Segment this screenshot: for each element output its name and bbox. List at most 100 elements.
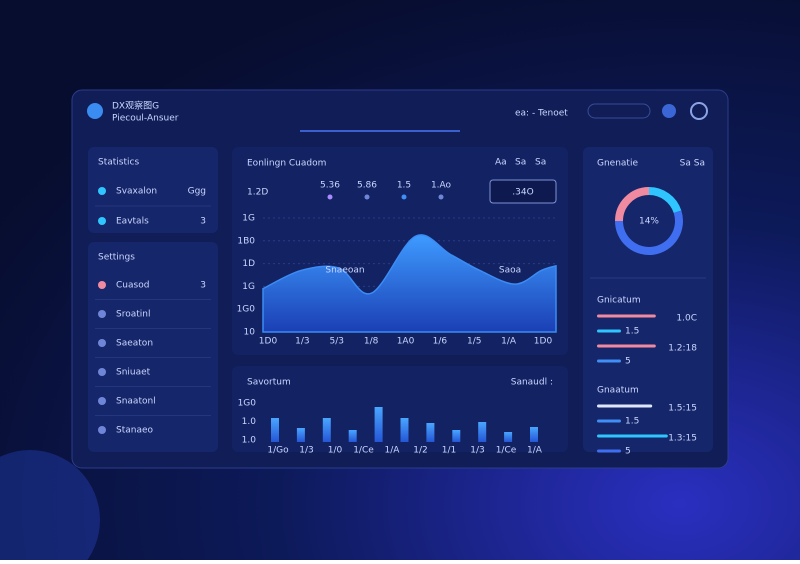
menu-icon [98,397,106,405]
x-axis-label: 1D0 [534,337,553,347]
menu-label[interactable]: Stanaeo [116,426,154,436]
badge-value: .34O [512,188,533,198]
menu-icon [98,310,106,318]
x-axis-label: 1/A [501,337,517,347]
logo [87,103,103,119]
progress-label: 5 [625,447,631,457]
stat-small: 5.86 [357,181,377,191]
bar [400,418,409,442]
progress-bar [597,314,656,318]
progress-label: 1.5:15 [668,404,697,414]
bar [271,418,279,442]
y-axis-label: 1B0 [237,236,255,246]
menu-label[interactable]: Sniuaet [116,368,151,378]
menu-label[interactable]: Saeaton [116,339,153,349]
section-heading: Settings [98,253,135,263]
legend-tag[interactable]: Sanaudl : [511,378,553,388]
x-axis-label: 1D0 [259,337,278,347]
annotation: Snaeoan [325,266,364,276]
bar [426,423,435,442]
x-axis-label: 1/1 [442,446,456,456]
y-axis-label: 1D [242,259,255,269]
y-axis-label: 1G0 [237,305,256,315]
menu-value: Ggg [188,187,206,197]
area [262,234,557,333]
chart-title: Eonlingn Cuadom [247,159,326,169]
annotation: Saoa [499,266,521,276]
menu-icon [98,339,106,347]
bar [478,422,487,442]
donut-segment [615,210,683,255]
x-axis-label: 1/5 [467,337,481,347]
y-axis-label: 1G [242,214,255,224]
menu-label[interactable]: Cuasod [116,281,149,291]
donut-segment [648,187,682,214]
glow-line [300,130,460,132]
progress-bar [597,419,621,423]
chart-title: Savortum [247,378,291,388]
avatar[interactable] [662,104,676,118]
nav-link[interactable]: ea: - Tenoet [515,109,568,119]
menu-value: 3 [200,281,206,291]
progress-bar [597,434,668,438]
legend-tag[interactable]: Sa [515,158,526,168]
content: Statistics Svaxalon Ggg Eavtals 3 Settings Cua… [95,158,705,457]
menu-icon [98,368,106,376]
menu-icon [98,426,106,434]
bar [296,428,305,442]
bar [452,430,461,442]
legend-tag[interactable]: Aa [495,158,507,168]
app-subtitle: Piecoul-Ansuer [112,114,179,124]
bar [374,407,383,442]
x-axis-label: 1/A [385,446,401,456]
donut-center: 14% [639,217,659,227]
menu-label[interactable]: Svaxalon [116,187,157,197]
badge-box [489,179,557,204]
y-axis-label: 1G0 [238,399,257,409]
bar [348,430,357,442]
progress-label: 1.5 [625,417,639,427]
progress-label: 1.5 [625,327,639,337]
x-axis-label: 1/Ce [353,446,374,456]
y-axis-label: 10 [244,328,256,338]
stat-small: 5.36 [320,181,340,191]
progress-bar [597,404,653,408]
stat-small: 1.Ao [431,181,452,191]
x-axis-label: 1/Ce [496,446,517,456]
settings-button[interactable] [690,102,708,120]
x-axis-label: 1/8 [364,337,379,347]
legend-tag[interactable]: Sa [535,158,546,168]
x-axis-label: 1/A [527,446,543,456]
x-axis-label: 1/2 [413,446,427,456]
menu-label[interactable]: Snaatonl [116,397,156,407]
menu-label[interactable]: Eavtals [116,217,149,227]
bar [322,418,331,442]
x-axis-label: 1/Go [267,446,289,456]
menu-label[interactable]: Sroatinl [116,310,150,320]
y-axis-label: 1.0 [242,436,257,446]
progress-bar [597,449,621,453]
x-axis-label: 1/0 [328,446,343,456]
section-heading: Gnenatie [597,159,638,169]
stat-dot [327,194,333,200]
donut-segment [615,187,650,222]
menu-value: 3 [200,217,206,227]
stat-dot [364,194,370,200]
x-axis-label: 1A0 [397,337,415,347]
bar [530,427,538,442]
search-box[interactable] [587,103,651,119]
progress-bar [597,344,656,348]
x-axis-label: 1/3 [470,446,484,456]
legend-tag: Sa Sa [680,159,705,169]
progress-label: 1.0C [676,314,697,324]
x-axis-label: 1/6 [433,337,448,347]
section-heading: Gnicatum [597,296,641,306]
x-axis-label: 1/3 [299,446,313,456]
bar [504,432,513,442]
progress-label: 5 [625,357,631,367]
progress-label: 1.2:18 [668,344,697,354]
menu-icon [98,187,106,195]
menu-icon [98,217,106,225]
